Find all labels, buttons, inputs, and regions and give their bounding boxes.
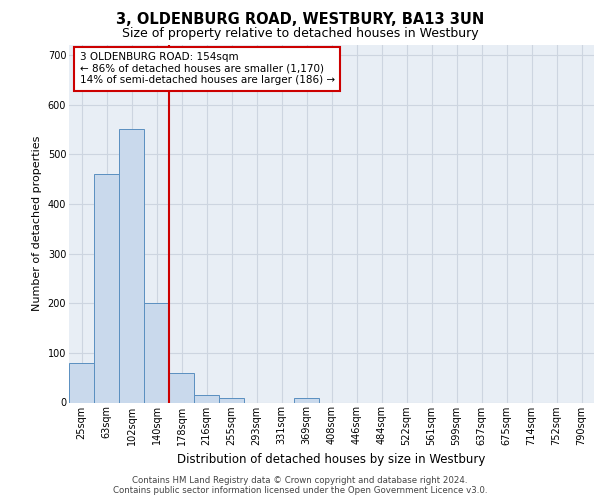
Text: 3, OLDENBURG ROAD, WESTBURY, BA13 3UN: 3, OLDENBURG ROAD, WESTBURY, BA13 3UN <box>116 12 484 28</box>
Bar <box>119 130 144 402</box>
Bar <box>94 174 119 402</box>
Text: Contains public sector information licensed under the Open Government Licence v3: Contains public sector information licen… <box>113 486 487 495</box>
Bar <box>194 395 219 402</box>
Text: Size of property relative to detached houses in Westbury: Size of property relative to detached ho… <box>122 28 478 40</box>
Bar <box>144 303 169 402</box>
Bar <box>169 372 194 402</box>
Bar <box>69 363 94 403</box>
Bar <box>219 398 244 402</box>
Text: Contains HM Land Registry data © Crown copyright and database right 2024.: Contains HM Land Registry data © Crown c… <box>132 476 468 485</box>
Bar <box>294 398 319 402</box>
Text: 3 OLDENBURG ROAD: 154sqm
← 86% of detached houses are smaller (1,170)
14% of sem: 3 OLDENBURG ROAD: 154sqm ← 86% of detach… <box>79 52 335 86</box>
Y-axis label: Number of detached properties: Number of detached properties <box>32 136 42 312</box>
X-axis label: Distribution of detached houses by size in Westbury: Distribution of detached houses by size … <box>178 453 485 466</box>
